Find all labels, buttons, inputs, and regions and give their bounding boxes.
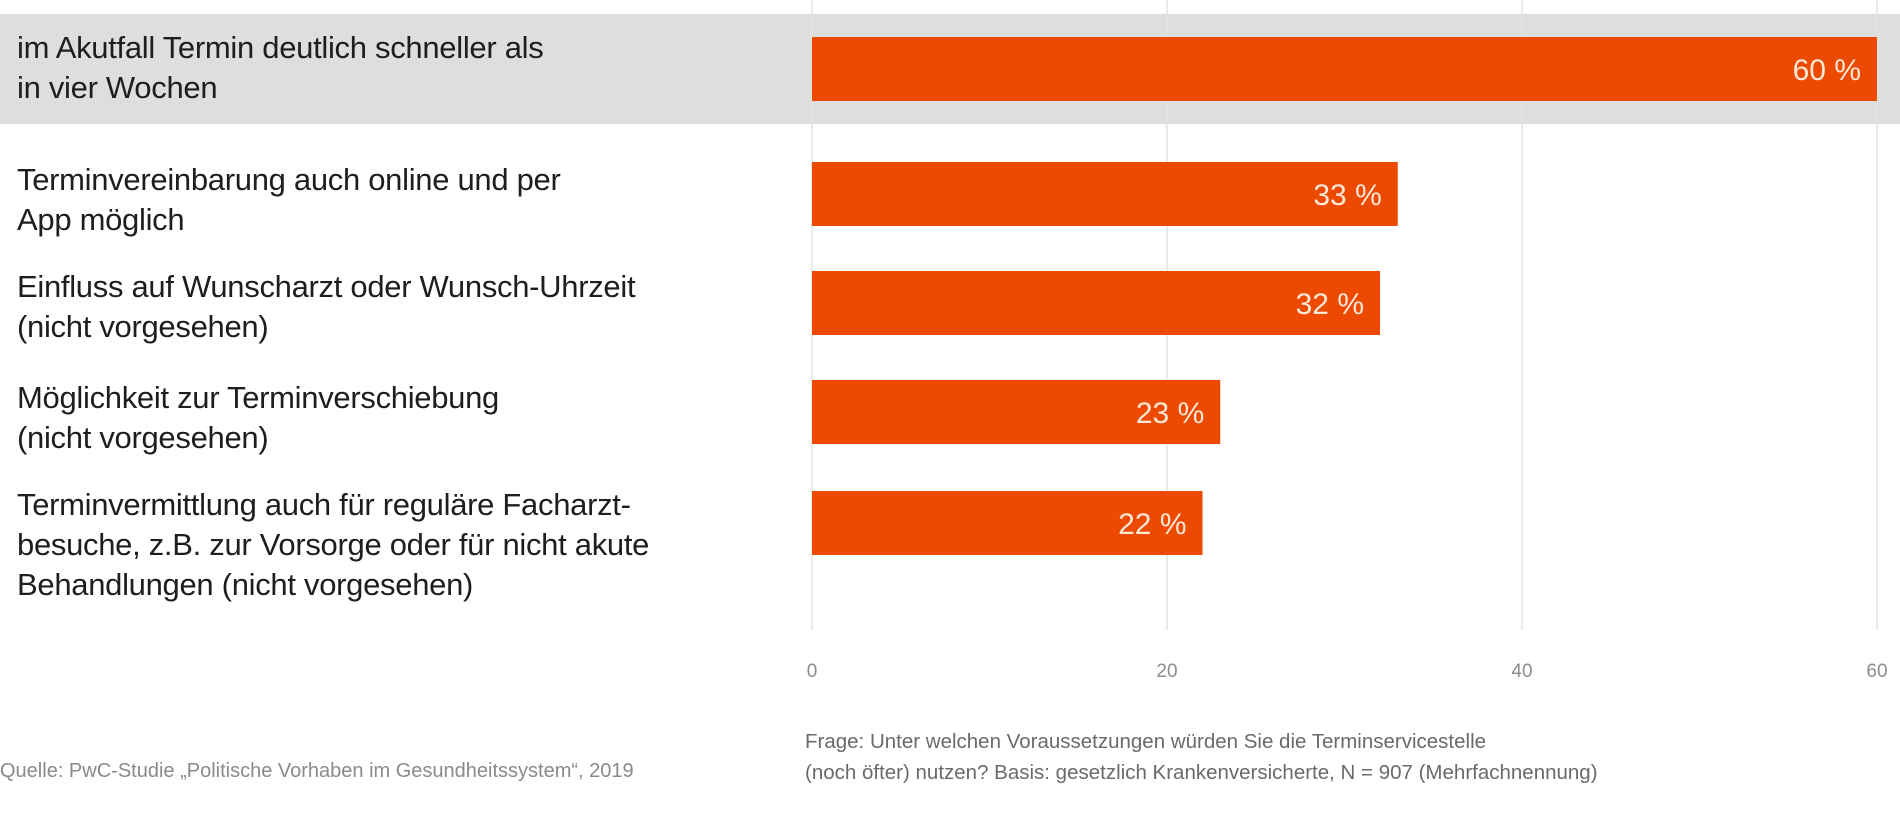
category-label: im Akutfall Termin deutlich schneller al… — [17, 30, 544, 105]
question-note: Frage: Unter welchen Voraussetzungen wür… — [805, 730, 1598, 784]
x-tick-label: 60 — [1866, 661, 1887, 682]
category-label: Möglichkeit zur Terminverschiebung (nich… — [17, 380, 500, 455]
category-label: Terminvereinbarung auch online und per A… — [17, 162, 561, 237]
x-tick-label: 20 — [1156, 661, 1177, 682]
category-label: Einfluss auf Wunscharzt oder Wunsch-Uhrz… — [17, 269, 636, 344]
bar-value-label: 33 % — [1313, 179, 1381, 212]
bar — [812, 37, 1877, 101]
category-label: Terminvermittlung auch für reguläre Fach… — [17, 487, 650, 602]
bar — [812, 380, 1221, 444]
bar-value-label: 23 % — [1136, 397, 1204, 430]
bar-value-label: 22 % — [1118, 508, 1186, 541]
bar-value-label: 60 % — [1793, 54, 1861, 87]
bar — [812, 162, 1398, 226]
bar-value-label: 32 % — [1296, 288, 1364, 321]
x-tick-label: 40 — [1511, 661, 1532, 682]
source-note: Quelle: PwC-Studie „Politische Vorhaben … — [0, 760, 634, 782]
bar — [812, 271, 1380, 335]
x-tick-label: 0 — [807, 661, 818, 682]
bar — [812, 491, 1203, 555]
